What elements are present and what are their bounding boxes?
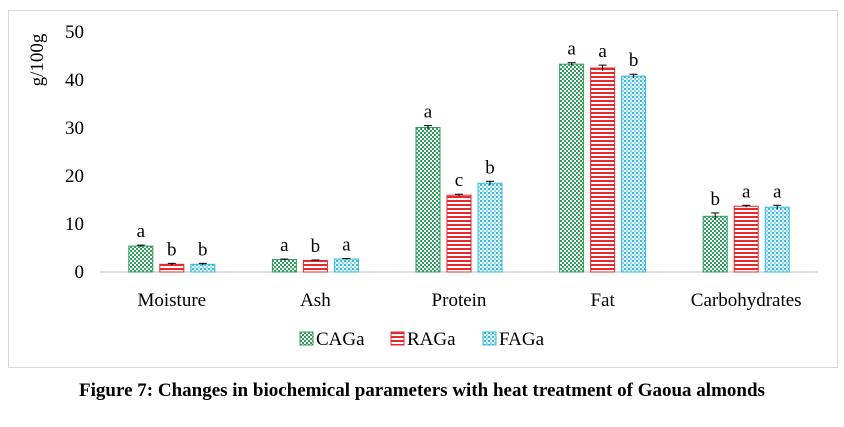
legend-swatch-FAGa	[482, 331, 497, 346]
significance-letter: c	[455, 170, 463, 191]
legend-label-RAGa: RAGa	[407, 329, 456, 350]
bar-RAGa-fat	[590, 67, 616, 273]
bar-FAGa-carbohydrates	[764, 206, 790, 273]
x-tick-label: Carbohydrates	[691, 290, 802, 311]
bar-FAGa-moisture	[190, 263, 216, 273]
legend-label-CAGa: CAGa	[316, 329, 365, 350]
legend-label-FAGa: FAGa	[499, 329, 545, 350]
significance-letter: b	[629, 50, 639, 71]
y-axis-ticks: 0 10 20 30 40 50	[65, 22, 84, 283]
bar-FAGa-fat	[621, 75, 647, 273]
legend-swatch-CAGa	[299, 331, 314, 346]
significance-letter: b	[710, 189, 720, 210]
significance-letter: a	[280, 235, 289, 256]
y-tick-label: 50	[65, 22, 84, 43]
significance-letter: a	[424, 102, 433, 123]
significance-letter: b	[485, 157, 495, 178]
x-tick-label: Ash	[300, 290, 331, 311]
y-tick-label: 10	[65, 214, 84, 235]
x-axis-labels: Moisture Ash Protein Fat Carbohydrates	[137, 290, 801, 311]
legend-swatch-RAGa	[390, 331, 405, 346]
x-tick-label: Protein	[432, 290, 487, 311]
bar-CAGa-moisture	[128, 245, 154, 273]
y-tick-label: 20	[65, 166, 84, 187]
significance-letter: a	[773, 181, 782, 202]
significance-letter: b	[198, 239, 208, 260]
significance-letter: b	[311, 236, 321, 257]
legend: CAGa RAGa FAGa	[299, 329, 545, 350]
y-axis-label: g/100g	[27, 33, 48, 86]
bar-FAGa-protein	[477, 182, 503, 273]
significance-letter: a	[598, 41, 607, 62]
figure-caption: Figure 7: Changes in biochemical paramet…	[79, 380, 765, 401]
significance-letter: a	[342, 235, 351, 256]
chart-frame	[8, 10, 838, 368]
bar-RAGa-carbohydrates	[733, 205, 759, 273]
bar-RAGa-moisture	[159, 263, 185, 273]
significance-letter: a	[137, 221, 146, 242]
y-tick-label: 0	[75, 262, 85, 283]
y-tick-label: 40	[65, 70, 84, 91]
bar-CAGa-ash	[271, 259, 297, 273]
x-tick-label: Moisture	[137, 290, 206, 311]
bar-RAGa-ash	[302, 259, 328, 273]
bar-CAGa-carbohydrates	[702, 215, 728, 273]
significance-letter: a	[567, 39, 576, 60]
significance-letter: a	[742, 181, 751, 202]
significance-letter: b	[167, 239, 177, 260]
y-tick-label: 30	[65, 118, 84, 139]
bar-CAGa-fat	[559, 63, 585, 273]
bar-FAGa-ash	[333, 258, 359, 273]
bar-CAGa-protein	[415, 127, 441, 273]
bar-RAGa-protein	[446, 194, 472, 273]
x-tick-label: Fat	[590, 290, 615, 311]
